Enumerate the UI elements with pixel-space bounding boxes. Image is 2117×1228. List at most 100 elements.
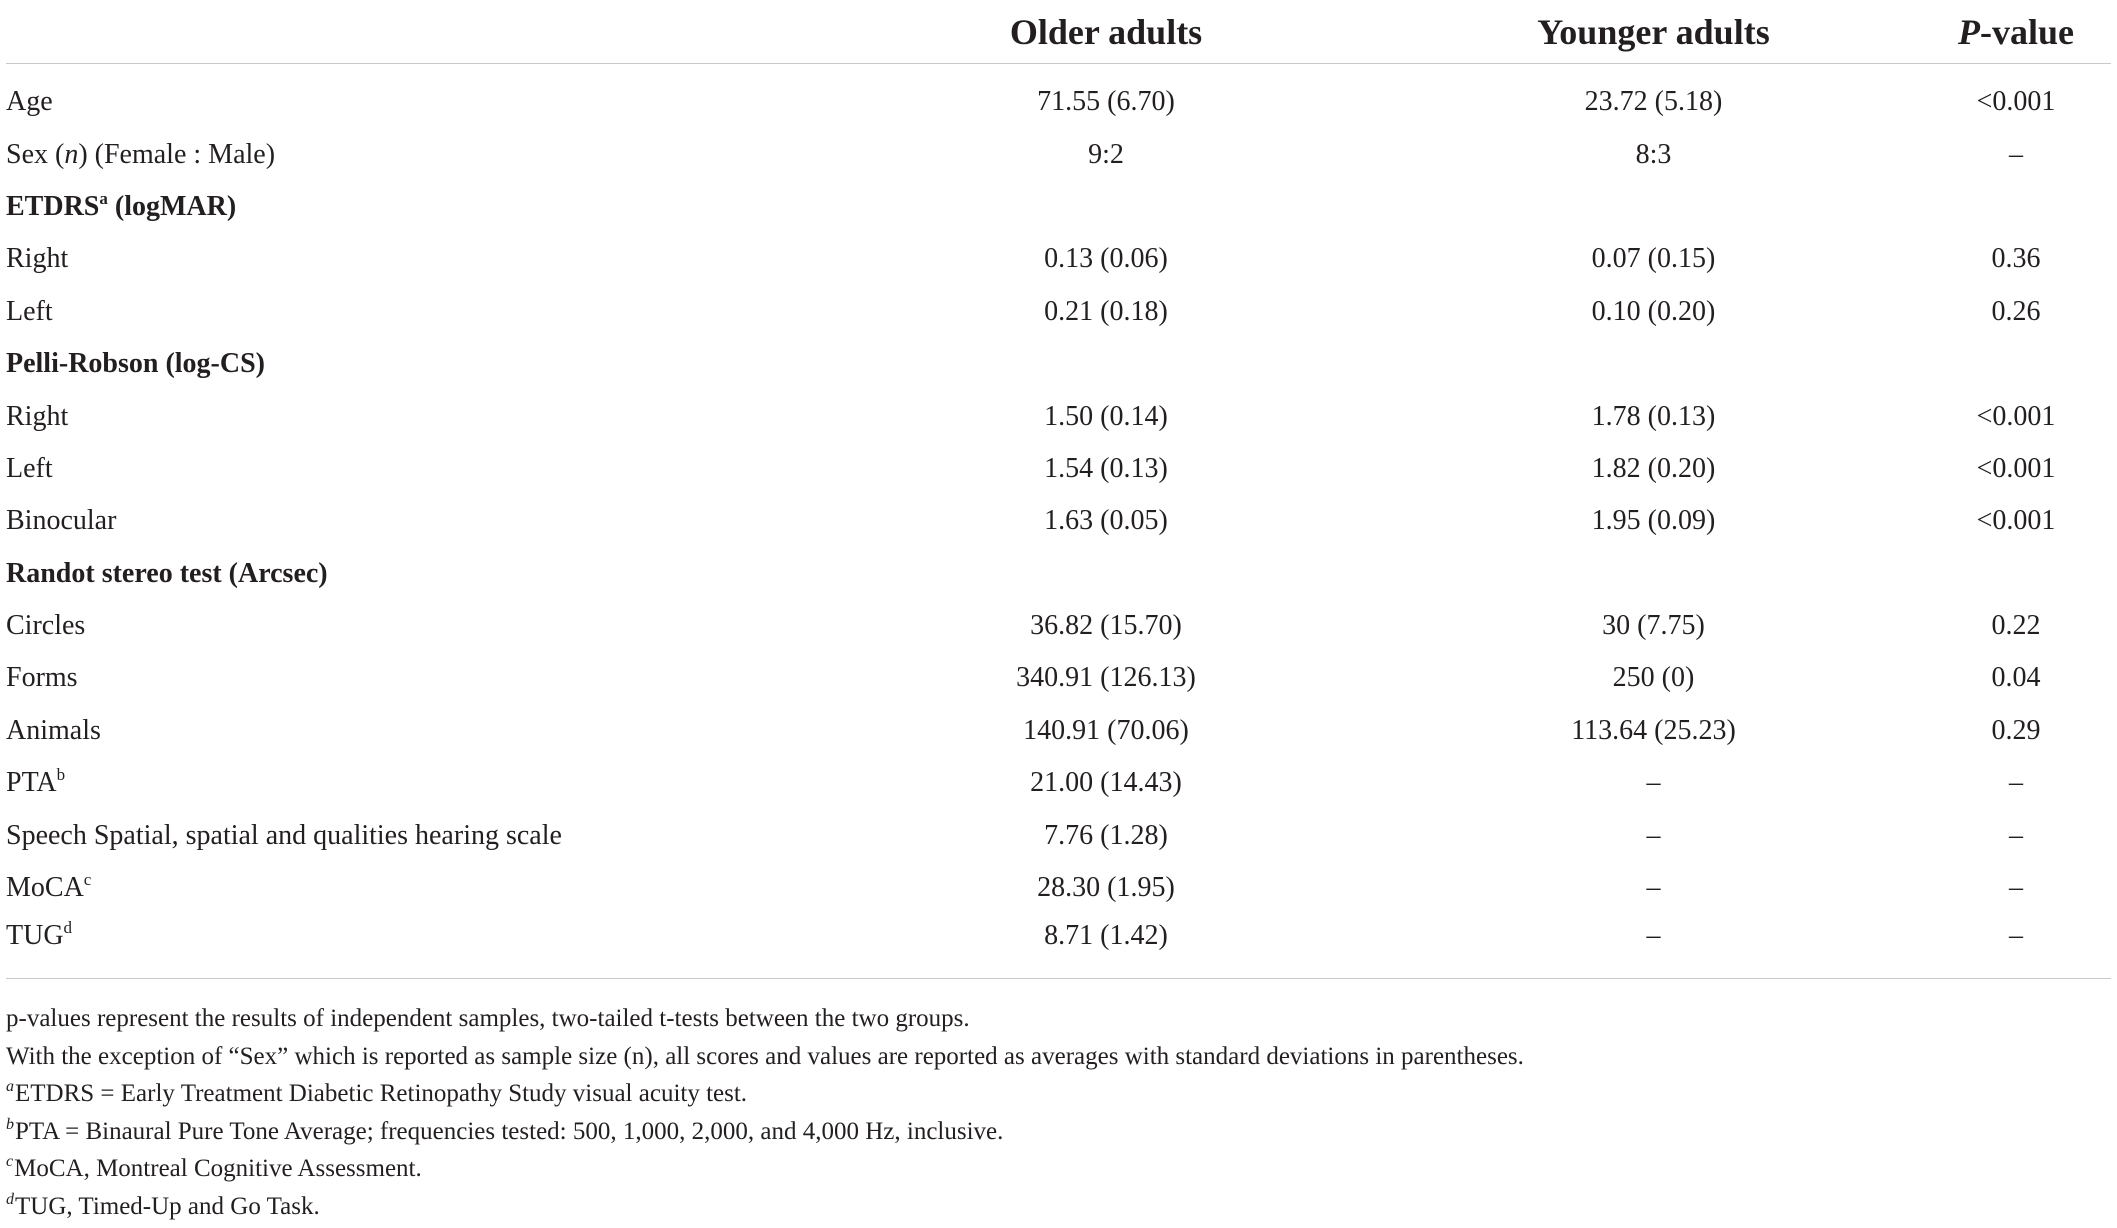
p-value: 0.36 (1991, 243, 2041, 275)
footnote-text: With the exception of “Sex” which is rep… (6, 1042, 1524, 1070)
older-adults-value: 21.00 (14.43) (1030, 767, 1182, 799)
row-label: Right (6, 233, 826, 285)
younger-adults-value: – (1386, 914, 1921, 980)
row-label-post: ) (Female : Male) (78, 138, 276, 170)
footnote: With the exception of “Sex” which is rep… (6, 1038, 2111, 1076)
section-heading: Randot stereo test (Arcsec) (6, 548, 2111, 600)
footnote-text: p-values represent the results of indepe… (6, 1005, 970, 1032)
younger-adults-value: 0.10 (0.20) (1591, 295, 1716, 327)
younger-adults-value: – (1646, 819, 1661, 851)
footnote-text: PTA = Binaural Pure Tone Average; freque… (15, 1117, 1004, 1145)
older-adults-value: 0.13 (0.06) (1044, 243, 1168, 275)
p-value: – (2009, 138, 2023, 170)
footnote-marker: c (83, 870, 92, 890)
table-row: Speech Spatial, spatial and qualities he… (6, 809, 2111, 861)
row-label-text: Forms (6, 662, 78, 694)
row-label: Right (6, 390, 826, 442)
header-younger-adults: Younger adults (1386, 0, 1921, 64)
row-label-text: Animals (6, 714, 101, 746)
younger-adults-value: 1.82 (0.20) (1591, 452, 1716, 484)
row-label: Sex (n) (Female : Male) (6, 128, 826, 180)
p-value: <0.001 (1976, 86, 2056, 118)
row-label-text: Left (6, 452, 53, 484)
row-label-pre: Sex ( (6, 138, 65, 170)
table-row: Circles 36.82 (15.70) 30 (7.75) 0.22 (6, 600, 2111, 652)
row-label: PTAb (6, 757, 826, 809)
row-label-text: Right (6, 400, 69, 432)
row-label: Circles (6, 600, 826, 652)
footnote: aETDRS = Early Treatment Diabetic Retino… (6, 1075, 2111, 1113)
younger-adults-value: 30 (7.75) (1602, 610, 1705, 642)
row-label-text: MoCA (6, 872, 84, 904)
footnote: p-values represent the results of indepe… (6, 1000, 2111, 1038)
p-value: – (2009, 767, 2023, 799)
footnote-mark: d (6, 1190, 14, 1208)
older-adults-value: 1.54 (0.13) (1044, 452, 1168, 484)
header-label (6, 0, 826, 64)
older-adults-value: 140.91 (70.06) (1023, 714, 1189, 746)
older-adults-value: 1.50 (0.14) (1044, 400, 1168, 432)
younger-adults-value: 0.07 (0.15) (1591, 243, 1716, 275)
footnote-marker: a (99, 188, 108, 208)
younger-adults-value: 113.64 (25.23) (1571, 714, 1736, 746)
footnote-text: ETDRS = Early Treatment Diabetic Retinop… (15, 1080, 748, 1107)
table-row: Right 0.13 (0.06) 0.07 (0.15) 0.36 (6, 233, 2111, 285)
section-title: ETDRS (6, 190, 100, 222)
older-adults-value: 71.55 (6.70) (1037, 86, 1175, 118)
p-value: <0.001 (1976, 400, 2056, 432)
older-adults-value: 1.63 (0.05) (1044, 505, 1168, 537)
row-label: Animals (6, 705, 826, 757)
row-label: Age (6, 76, 826, 128)
section-heading: Pelli-Robson (log-CS) (6, 338, 2111, 390)
table-body: Age 71.55 (6.70) 23.72 (5.18) <0.001 Sex (n)… (6, 76, 2111, 980)
younger-adults-value: 23.72 (5.18) (1584, 86, 1723, 118)
table-row: Age 71.55 (6.70) 23.72 (5.18) <0.001 (6, 76, 2111, 128)
section-title: Randot stereo test (Arcsec) (6, 557, 328, 589)
footnote-text: TUG, Timed-Up and Go Task. (15, 1192, 320, 1220)
header-p-value: P-value (1921, 0, 2111, 64)
older-adults-value: 8.71 (1.42) (826, 914, 1386, 980)
footnote-mark: c (6, 1153, 14, 1170)
table-header: Older adults Younger adults P-value (6, 0, 2111, 76)
footnote: dTUG, Timed-Up and Go Task. (6, 1188, 2111, 1226)
table-row: Animals 140.91 (70.06) 113.64 (25.23) 0.29 (6, 705, 2111, 757)
footnote-mark: a (6, 1078, 14, 1095)
p-value: – (2009, 872, 2023, 904)
p-value: 0.29 (1991, 714, 2041, 746)
younger-adults-value: – (1646, 767, 1661, 799)
row-label: Forms (6, 652, 826, 704)
p-value: 0.22 (1991, 610, 2041, 642)
row-label: Left (6, 286, 826, 338)
row-label-text: Left (6, 295, 53, 327)
older-adults-value: 9:2 (1088, 138, 1124, 170)
section-heading: ETDRSa (logMAR) (6, 181, 2111, 233)
row-label-text: TUG (6, 920, 64, 952)
table-section-row: Pelli-Robson (log-CS) (6, 338, 2111, 390)
younger-adults-value: 250 (0) (1612, 662, 1695, 694)
footnote-text: MoCA, Montreal Cognitive Assessment. (14, 1155, 422, 1182)
table-row: Forms 340.91 (126.13) 250 (0) 0.04 (6, 652, 2111, 704)
row-label-text: PTA (6, 767, 57, 799)
p-value: – (1921, 914, 2111, 980)
table-row: TUGd 8.71 (1.42) – – (6, 914, 2111, 980)
table-row: PTAb 21.00 (14.43) – – (6, 757, 2111, 809)
row-label: Left (6, 443, 826, 495)
row-label-text: Right (6, 243, 69, 275)
header-p-italic: P (1958, 11, 1980, 52)
p-value: 0.26 (1991, 295, 2041, 327)
older-adults-value: 340.91 (126.13) (1016, 662, 1196, 694)
table-row: Left 1.54 (0.13) 1.82 (0.20) <0.001 (6, 443, 2111, 495)
footnote-marker: d (63, 918, 73, 938)
p-value: <0.001 (1976, 452, 2056, 484)
younger-adults-value: 1.78 (0.13) (1591, 400, 1716, 432)
older-adults-value: 36.82 (15.70) (1030, 610, 1182, 642)
table-row: Binocular 1.63 (0.05) 1.95 (0.09) <0.001 (6, 495, 2111, 547)
footnote-marker: b (56, 765, 66, 785)
table-row: Left 0.21 (0.18) 0.10 (0.20) 0.26 (6, 286, 2111, 338)
header-p-rest: -value (1980, 11, 2074, 52)
section-title: Pelli-Robson (log-CS) (6, 348, 265, 380)
p-value: <0.001 (1976, 505, 2056, 537)
younger-adults-value: 1.95 (0.09) (1591, 505, 1716, 537)
row-label: TUGd (6, 914, 826, 980)
